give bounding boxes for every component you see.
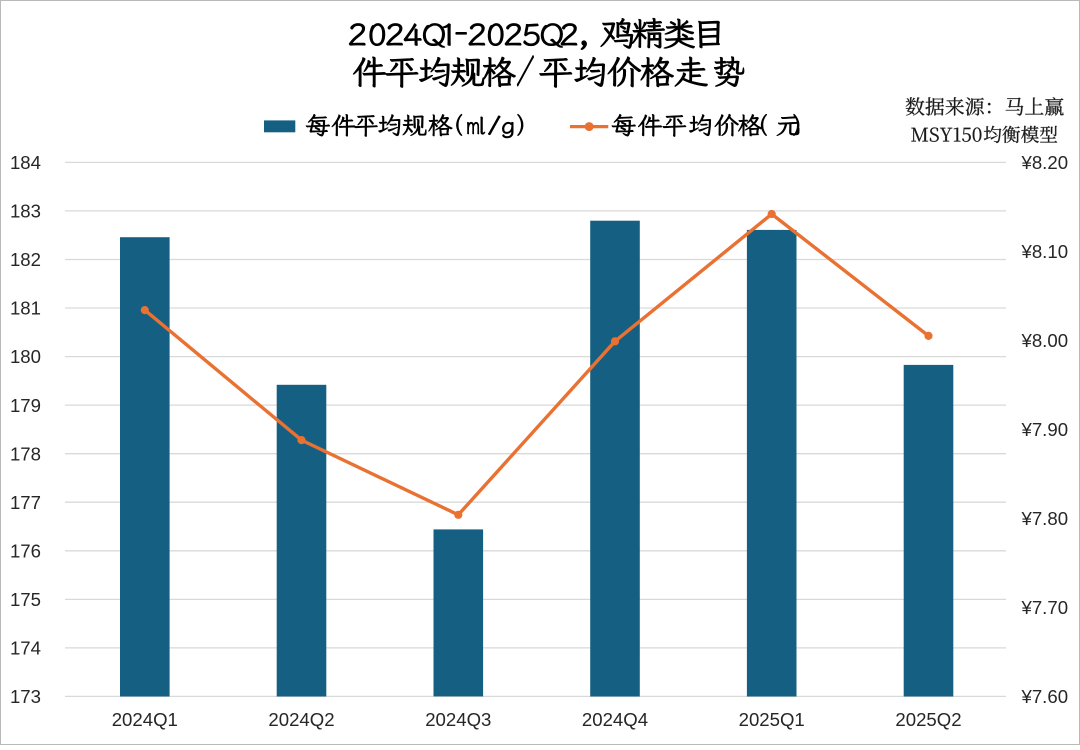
svg-text:179: 179 [10, 395, 41, 416]
svg-text:¥7.80: ¥7.80 [1021, 508, 1069, 529]
svg-text:2025Q2: 2025Q2 [895, 709, 961, 730]
svg-text:¥8.20: ¥8.20 [1021, 152, 1069, 173]
svg-text:¥7.70: ¥7.70 [1021, 597, 1069, 618]
svg-text:2024Q1: 2024Q1 [112, 709, 178, 730]
svg-text:¥7.60: ¥7.60 [1021, 686, 1069, 707]
svg-text:¥7.90: ¥7.90 [1021, 419, 1069, 440]
svg-text:176: 176 [10, 540, 41, 561]
svg-text:182: 182 [10, 249, 41, 270]
svg-text:2025Q1: 2025Q1 [739, 709, 805, 730]
svg-text:175: 175 [10, 589, 41, 610]
svg-text:2024Q4: 2024Q4 [582, 709, 648, 730]
svg-text:2024Q2: 2024Q2 [268, 709, 334, 730]
svg-text:2024Q3: 2024Q3 [425, 709, 491, 730]
svg-text:¥8.10: ¥8.10 [1021, 241, 1069, 262]
svg-text:180: 180 [10, 346, 41, 367]
svg-text:181: 181 [10, 298, 41, 319]
svg-text:¥8.00: ¥8.00 [1021, 330, 1069, 351]
svg-text:173: 173 [10, 686, 41, 707]
svg-text:184: 184 [10, 152, 41, 173]
svg-text:177: 177 [10, 492, 41, 513]
svg-text:178: 178 [10, 443, 41, 464]
svg-text:174: 174 [10, 638, 41, 659]
svg-text:183: 183 [10, 201, 41, 222]
